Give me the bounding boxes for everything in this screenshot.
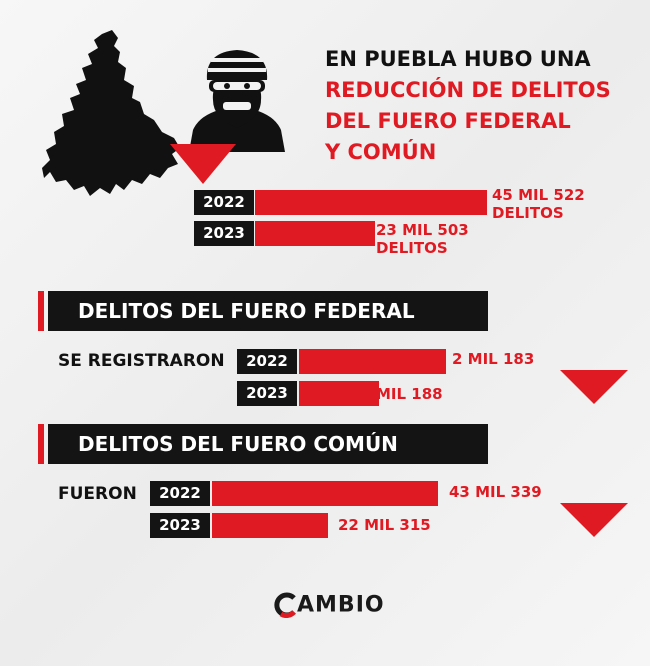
value-unit: DELITOS	[492, 204, 564, 222]
value-comun-2022: 43 MIL 339	[449, 483, 542, 501]
bar-comun-2023	[212, 513, 328, 538]
value-federal-2023: MIL 188	[376, 385, 443, 403]
year-label-2022: 2022	[237, 349, 297, 374]
value-text: 45 MIL 522	[492, 186, 585, 204]
down-triangle-icon	[560, 370, 628, 404]
year-label-2023: 2023	[150, 513, 210, 538]
down-triangle-icon	[560, 503, 628, 537]
headline-line3: DEL FUERO FEDERAL	[325, 109, 571, 133]
puebla-map-icon	[42, 30, 180, 196]
bar-total-2022	[255, 190, 487, 215]
value-total-2023: 23 MIL 503 DELITOS	[376, 221, 469, 257]
cambio-logo: AMBIO	[273, 592, 385, 620]
section-accent	[38, 424, 44, 464]
year-label-2023: 2023	[237, 381, 297, 406]
value-comun-2023: 22 MIL 315	[338, 516, 431, 534]
row-label-federal: SE REGISTRARON	[58, 351, 225, 371]
bar-comun-2022	[212, 481, 438, 506]
down-triangle-icon	[170, 144, 236, 184]
section-title-comun: DELITOS DEL FUERO COMÚN	[48, 424, 488, 464]
value-federal-2022: 2 MIL 183	[452, 350, 535, 368]
bar-federal-2023	[299, 381, 379, 406]
c-logo-icon	[274, 592, 296, 619]
bar-total-2023	[255, 221, 375, 246]
value-total-2022: 45 MIL 522 DELITOS	[492, 186, 585, 222]
section-title-federal: DELITOS DEL FUERO FEDERAL	[48, 291, 488, 331]
headline-line4: Y COMÚN	[325, 140, 437, 164]
masked-thief-icon	[189, 50, 285, 152]
logo-text: AMBIO	[297, 592, 385, 618]
headline-line1: EN PUEBLA HUBO UNA	[325, 47, 591, 71]
year-label-2023: 2023	[194, 221, 254, 246]
bar-federal-2022	[299, 349, 446, 374]
headline: EN PUEBLA HUBO UNA REDUCCIÓN DE DELITOS …	[325, 44, 635, 168]
year-label-2022: 2022	[150, 481, 210, 506]
headline-line2: REDUCCIÓN DE DELITOS	[325, 78, 611, 102]
year-label-2022: 2022	[194, 190, 254, 215]
section-accent	[38, 291, 44, 331]
row-label-comun: FUERON	[58, 484, 137, 504]
value-unit: DELITOS	[376, 239, 448, 257]
value-text: 23 MIL 503	[376, 221, 469, 239]
